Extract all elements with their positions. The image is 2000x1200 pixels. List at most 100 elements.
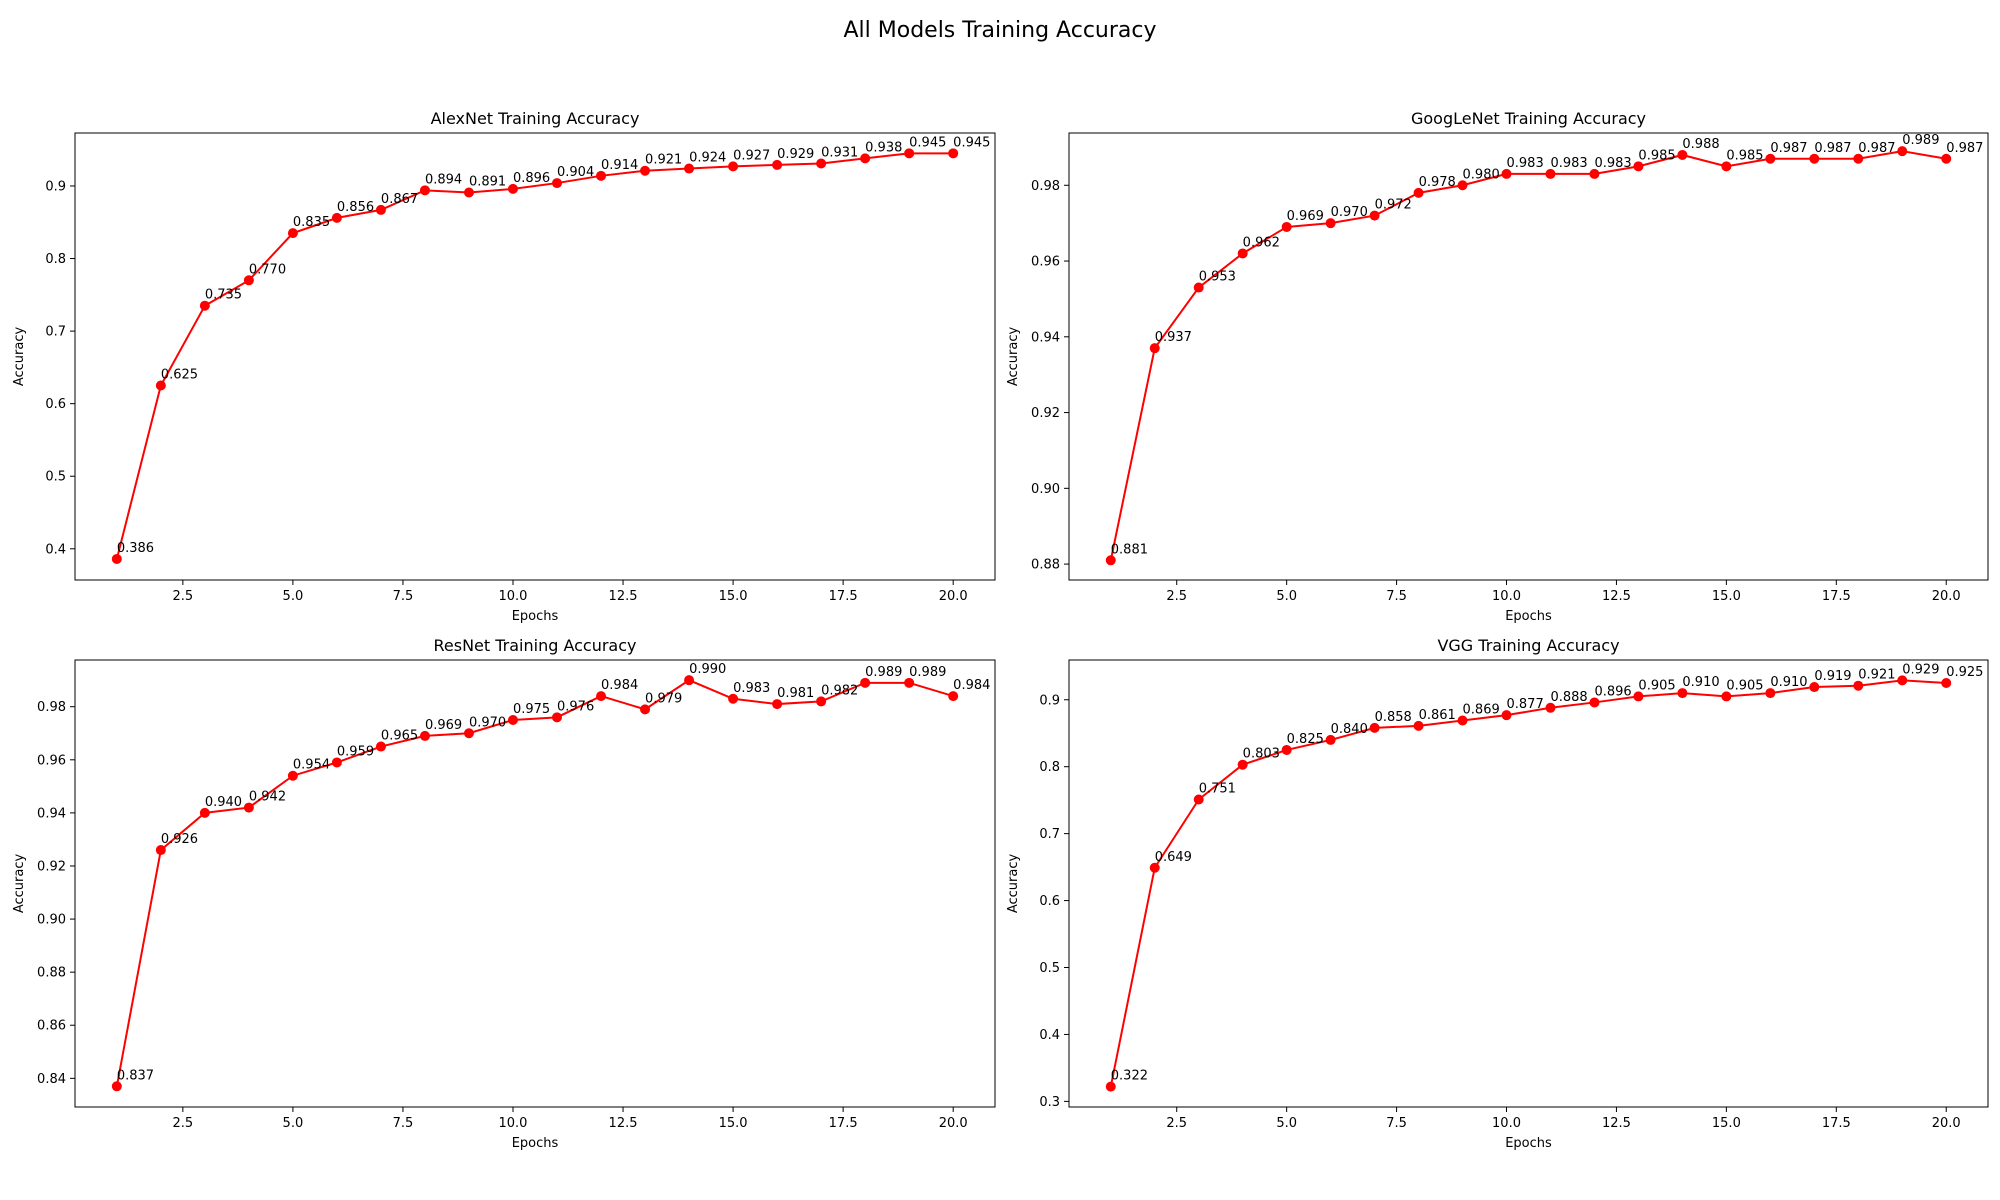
googlenet-accuracy-chart: GoogLeNet Training Accuracy 2.5 5.0 7.5 10.0… — [1006, 109, 1989, 624]
vgg-data-point — [1721, 691, 1732, 702]
resnet-data-label: 0.989 — [909, 665, 946, 680]
googlenet-data-point — [1501, 168, 1512, 179]
alexnet-data-label: 0.931 — [821, 145, 858, 160]
vgg-data-label: 0.861 — [1419, 708, 1456, 723]
resnet-series-line — [115, 679, 954, 1087]
alexnet-data-point — [772, 159, 783, 170]
vgg-data-point — [1501, 710, 1512, 721]
googlenet-x-tick-label: 15.0 — [1712, 589, 1741, 604]
alexnet-y-tick-label: 0.7 — [45, 325, 66, 340]
alexnet-data-point — [684, 163, 695, 174]
alexnet-accuracy-chart: AlexNet Training Accuracy 2.5 5.0 7.5 10.0 12… — [12, 109, 996, 624]
resnet-x-tick-label: 5.0 — [283, 1116, 304, 1131]
vgg-chart-title: VGG Training Accuracy — [1437, 636, 1619, 655]
resnet-data-point — [860, 677, 871, 688]
alexnet-data-label: 0.770 — [249, 262, 286, 277]
vgg-y-tick-label: 0.3 — [1039, 1095, 1060, 1110]
alexnet-data-point — [375, 204, 386, 215]
vgg-accuracy-chart: VGG Training Accuracy 2.5 5.0 7.5 10.0 12.5 15… — [1006, 636, 1989, 1151]
alexnet-plot-frame — [74, 132, 996, 581]
googlenet-x-tick-label: 10.0 — [1492, 589, 1521, 604]
vgg-y-tick-label: 0.7 — [1039, 827, 1060, 842]
googlenet-series-line — [1109, 150, 1947, 561]
alexnet-y-axis-label: Accuracy — [12, 327, 27, 387]
vgg-data-label: 0.803 — [1243, 747, 1280, 762]
vgg-plot-frame — [1068, 659, 1989, 1108]
googlenet-data-label: 0.985 — [1726, 148, 1763, 163]
vgg-data-label: 0.858 — [1375, 710, 1412, 725]
alexnet-data-point — [507, 183, 518, 194]
resnet-data-point — [287, 770, 298, 781]
vgg-y-tick-label: 0.6 — [1039, 894, 1060, 909]
vgg-data-point — [1193, 794, 1204, 805]
vgg-data-point — [1633, 691, 1644, 702]
resnet-data-label: 0.981 — [777, 686, 814, 701]
resnet-data-label: 0.969 — [425, 718, 462, 733]
resnet-data-point — [463, 728, 474, 739]
resnet-data-point — [904, 677, 915, 688]
vgg-data-label: 0.751 — [1199, 781, 1236, 796]
resnet-y-tick-label: 0.84 — [37, 1072, 66, 1087]
googlenet-data-label: 0.983 — [1594, 156, 1631, 171]
resnet-data-label: 0.954 — [293, 758, 330, 773]
resnet-data-label: 0.983 — [733, 681, 770, 696]
googlenet-data-point — [1369, 210, 1380, 221]
vgg-x-tick-label: 7.5 — [1386, 1116, 1407, 1131]
resnet-data-point — [111, 1081, 122, 1092]
alexnet-data-point — [816, 158, 827, 169]
googlenet-data-point — [1721, 161, 1732, 172]
alexnet-data-label: 0.904 — [557, 165, 594, 180]
vgg-series-line — [1109, 679, 1947, 1087]
googlenet-x-tick-label: 17.5 — [1822, 589, 1851, 604]
vgg-data-point — [1589, 697, 1600, 708]
googlenet-data-point — [1897, 146, 1908, 157]
vgg-data-point — [1237, 759, 1248, 770]
alexnet-x-tick-label: 17.5 — [829, 589, 858, 604]
googlenet-data-point — [1809, 153, 1820, 164]
googlenet-data-point — [1633, 161, 1644, 172]
alexnet-y-tick-label: 0.4 — [45, 542, 66, 557]
alexnet-data-point — [419, 185, 430, 196]
alexnet-x-axis-label: Epochs — [512, 609, 559, 624]
vgg-data-label: 0.910 — [1682, 675, 1719, 690]
googlenet-data-label: 0.972 — [1375, 198, 1412, 213]
alexnet-data-point — [948, 148, 959, 159]
googlenet-data-label: 0.980 — [1463, 167, 1500, 182]
resnet-data-point — [684, 675, 695, 686]
alexnet-data-point — [640, 165, 651, 176]
vgg-data-point — [1545, 702, 1556, 713]
alexnet-data-label: 0.894 — [425, 172, 462, 187]
alexnet-data-label: 0.945 — [953, 135, 990, 150]
figure-title: All Models Training Accuracy — [843, 18, 1157, 43]
googlenet-data-point — [1853, 153, 1864, 164]
vgg-data-label: 0.919 — [1814, 669, 1851, 684]
resnet-data-label: 0.976 — [557, 699, 594, 714]
resnet-y-tick-label: 0.94 — [37, 806, 66, 821]
resnet-data-label: 0.989 — [865, 665, 902, 680]
alexnet-x-tick-label: 7.5 — [393, 589, 414, 604]
vgg-data-label: 0.869 — [1463, 703, 1500, 718]
googlenet-data-label: 0.881 — [1111, 542, 1148, 557]
resnet-data-point — [596, 691, 607, 702]
googlenet-y-tick-label: 0.88 — [1031, 558, 1060, 573]
alexnet-data-point — [287, 228, 298, 239]
vgg-data-point — [1281, 744, 1292, 755]
resnet-data-point — [375, 741, 386, 752]
vgg-data-point — [1149, 862, 1160, 873]
vgg-x-tick-label: 12.5 — [1602, 1116, 1631, 1131]
vgg-data-point — [1897, 675, 1908, 686]
vgg-data-point — [1105, 1081, 1116, 1092]
alexnet-data-point — [199, 300, 210, 311]
googlenet-y-tick-label: 0.94 — [1031, 330, 1060, 345]
googlenet-data-label: 0.983 — [1550, 156, 1587, 171]
resnet-x-tick-label: 2.5 — [173, 1116, 194, 1131]
resnet-data-point — [507, 714, 518, 725]
alexnet-chart-title: AlexNet Training Accuracy — [431, 109, 640, 128]
googlenet-data-point — [1149, 343, 1160, 354]
vgg-y-tick-label: 0.5 — [1039, 961, 1060, 976]
googlenet-data-label: 0.978 — [1419, 175, 1456, 190]
googlenet-data-point — [1677, 149, 1688, 160]
resnet-y-tick-label: 0.86 — [37, 1019, 66, 1034]
alexnet-data-point — [155, 380, 166, 391]
alexnet-data-point — [904, 148, 915, 159]
